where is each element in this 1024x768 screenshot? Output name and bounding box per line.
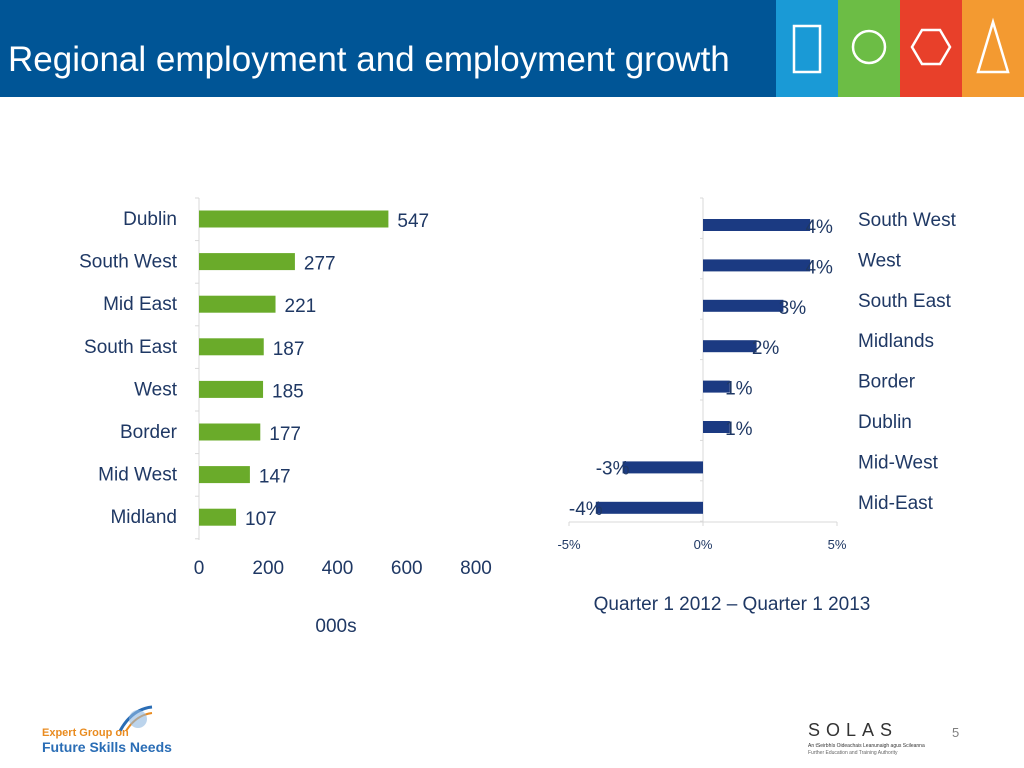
growth-category-label: Dublin bbox=[858, 412, 912, 433]
logo-block-green bbox=[838, 0, 900, 97]
employment-x-tick-label: 600 bbox=[391, 558, 423, 579]
growth-x-axis-title: Quarter 1 2012 – Quarter 1 2013 bbox=[594, 594, 871, 615]
solas-tagline-english: Further Education and Training Authority bbox=[808, 750, 898, 756]
employment-category-label: Dublin bbox=[123, 209, 177, 230]
logo-block-blue bbox=[776, 0, 838, 97]
growth-value-label: -4% bbox=[569, 499, 603, 520]
egfsn-logo-line1: Expert Group on bbox=[42, 727, 129, 739]
title-bar: Regional employment and employment growt… bbox=[0, 0, 1024, 97]
page-number: 5 bbox=[952, 725, 960, 740]
employment-bar bbox=[199, 466, 250, 484]
growth-value-label: 4% bbox=[805, 257, 833, 278]
egfsn-logo: Expert Group on Future Skills Needs bbox=[40, 705, 210, 760]
growth-category-label: South West bbox=[858, 210, 957, 231]
egfsn-logo-line2: Future Skills Needs bbox=[42, 739, 172, 755]
growth-bar bbox=[622, 461, 703, 474]
growth-bar bbox=[595, 501, 703, 514]
growth-category-label: South East bbox=[858, 291, 952, 312]
growth-category-label: Mid-West bbox=[858, 452, 939, 473]
growth-value-label: 4% bbox=[805, 217, 833, 238]
solas-tagline-irish: An tSeirbhís Oideachais Leanunaigh agus … bbox=[808, 743, 925, 749]
employment-bar bbox=[199, 253, 295, 271]
employment-value-label: 177 bbox=[269, 424, 301, 445]
solas-wordmark: SOLAS bbox=[808, 720, 899, 740]
growth-bar bbox=[703, 219, 811, 231]
solas-logo: SOLAS An tSeirbhís Oideachais Leanunaigh… bbox=[806, 720, 925, 760]
triangle-icon bbox=[976, 17, 1010, 74]
employment-x-tick-label: 800 bbox=[460, 558, 492, 579]
employment-value-label: 187 bbox=[273, 339, 305, 360]
logo-block-red bbox=[900, 0, 962, 97]
growth-bar bbox=[703, 421, 730, 433]
growth-value-label: 2% bbox=[752, 338, 780, 359]
growth-category-label: Mid-East bbox=[858, 493, 934, 514]
growth-bar bbox=[703, 259, 811, 272]
employment-value-label: 221 bbox=[285, 296, 317, 317]
swoosh-logo-icon bbox=[118, 705, 153, 732]
employment-x-tick-label: 200 bbox=[252, 558, 284, 579]
rectangle-icon bbox=[792, 24, 822, 74]
logo-block-orange bbox=[962, 0, 1024, 97]
circle-icon bbox=[851, 29, 887, 65]
employment-category-label: Mid East bbox=[103, 294, 178, 315]
employment-x-tick-label: 400 bbox=[322, 558, 354, 579]
employment-value-label: 107 bbox=[245, 509, 277, 530]
growth-x-tick-label: 5% bbox=[828, 537, 847, 552]
employment-x-axis-title: 000s bbox=[315, 616, 356, 637]
employment-category-label: Border bbox=[120, 422, 178, 443]
growth-bar bbox=[703, 380, 730, 393]
employment-value-label: 147 bbox=[259, 467, 291, 488]
employment-category-label: South West bbox=[79, 252, 178, 273]
growth-x-tick-label: 0% bbox=[694, 537, 713, 552]
growth-category-label: West bbox=[858, 250, 902, 271]
growth-value-label: 1% bbox=[725, 419, 753, 440]
employment-category-label: West bbox=[134, 379, 178, 400]
growth-value-label: 1% bbox=[725, 379, 753, 400]
hexagon-icon bbox=[910, 28, 952, 66]
employment-bar bbox=[199, 338, 264, 356]
employment-category-label: South East bbox=[84, 337, 178, 358]
employment-bar bbox=[199, 423, 261, 441]
growth-category-label: Border bbox=[858, 372, 916, 393]
employment-category-label: Mid West bbox=[98, 465, 178, 486]
employment-x-tick-label: 0 bbox=[194, 558, 205, 579]
employment-category-label: Midland bbox=[110, 507, 177, 528]
growth-x-tick-label: -5% bbox=[557, 537, 581, 552]
growth-bar bbox=[703, 340, 757, 353]
employment-bar bbox=[199, 508, 237, 526]
growth-bar bbox=[703, 299, 784, 312]
employment-bar bbox=[199, 295, 276, 313]
employment-value-label: 277 bbox=[304, 254, 336, 275]
employment-value-label: 185 bbox=[272, 381, 304, 402]
growth-value-label: -3% bbox=[596, 458, 630, 479]
slide-title: Regional employment and employment growt… bbox=[8, 40, 730, 79]
employment-bar bbox=[199, 210, 389, 228]
employment-value-label: 547 bbox=[397, 211, 429, 232]
growth-value-label: 3% bbox=[779, 298, 807, 319]
growth-category-label: Midlands bbox=[858, 331, 934, 352]
employment-bar bbox=[199, 380, 264, 398]
